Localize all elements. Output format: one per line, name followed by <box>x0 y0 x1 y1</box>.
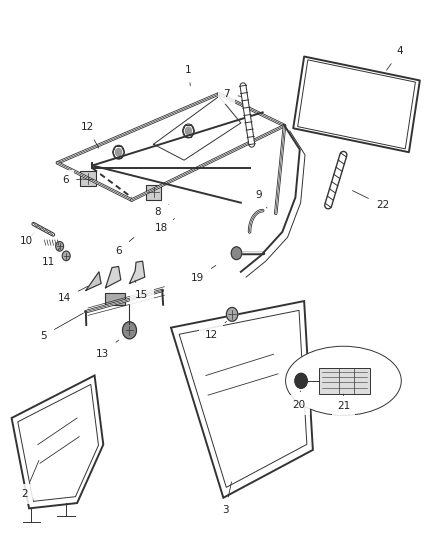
Ellipse shape <box>286 346 401 415</box>
FancyBboxPatch shape <box>106 293 125 305</box>
Text: 6: 6 <box>115 238 134 255</box>
Polygon shape <box>86 272 101 290</box>
FancyBboxPatch shape <box>319 368 370 394</box>
Text: 9: 9 <box>255 190 267 208</box>
Text: 5: 5 <box>40 313 83 341</box>
FancyBboxPatch shape <box>146 184 161 199</box>
Text: 1: 1 <box>185 65 192 86</box>
Text: 12: 12 <box>205 321 226 340</box>
Text: 4: 4 <box>386 46 403 70</box>
Text: 7: 7 <box>223 88 241 99</box>
Text: 8: 8 <box>155 204 169 217</box>
Polygon shape <box>106 266 121 288</box>
Polygon shape <box>130 261 145 284</box>
Text: 6: 6 <box>62 175 84 185</box>
Text: 21: 21 <box>337 394 350 411</box>
Text: 18: 18 <box>155 219 174 233</box>
Circle shape <box>123 322 137 339</box>
Circle shape <box>62 251 70 261</box>
Text: 12: 12 <box>81 122 99 148</box>
Text: 22: 22 <box>353 191 389 211</box>
Text: 19: 19 <box>191 265 216 283</box>
Text: 15: 15 <box>135 281 148 300</box>
Text: 3: 3 <box>222 482 232 515</box>
Circle shape <box>56 241 64 251</box>
Text: 20: 20 <box>292 391 305 410</box>
FancyBboxPatch shape <box>80 171 96 186</box>
Text: 10: 10 <box>19 233 35 246</box>
Circle shape <box>226 308 238 321</box>
Text: 14: 14 <box>57 286 88 303</box>
Circle shape <box>295 373 307 388</box>
Circle shape <box>231 247 242 260</box>
Text: 11: 11 <box>42 248 60 267</box>
Circle shape <box>185 127 191 135</box>
Text: 2: 2 <box>21 461 39 499</box>
Text: 13: 13 <box>95 340 119 359</box>
Circle shape <box>116 149 122 156</box>
